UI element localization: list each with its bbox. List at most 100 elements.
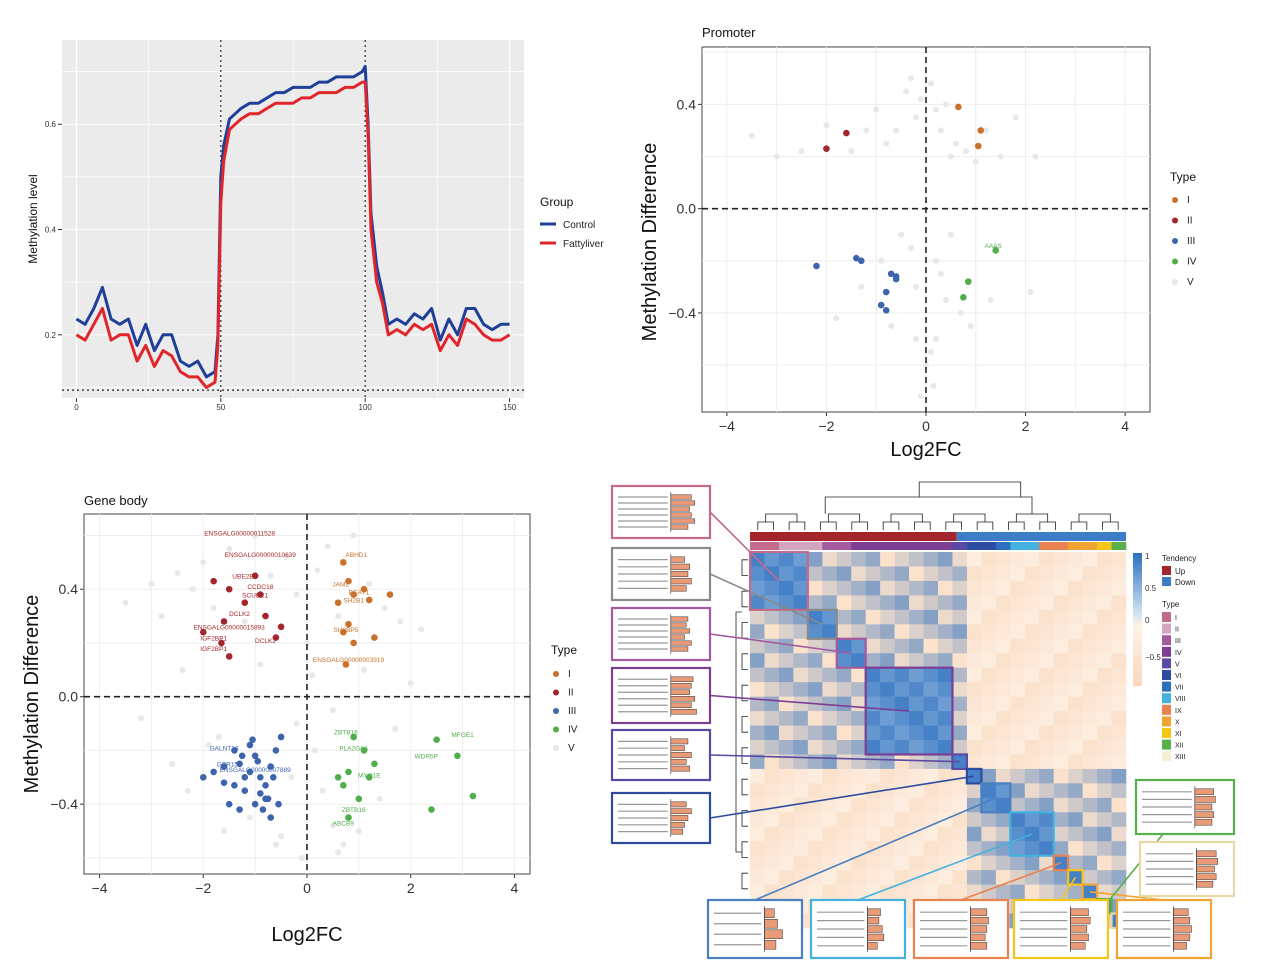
heatmap-cell [938, 740, 953, 755]
heatmap-cell [894, 595, 910, 611]
data-point-type-v [967, 322, 974, 329]
heatmap-cell [1111, 552, 1127, 567]
heatmap-cell [1068, 667, 1083, 683]
heatmap-cell [1068, 783, 1083, 799]
enrichment-inset-iii [610, 606, 712, 662]
type-annotation-cell [865, 542, 881, 550]
heatmap-cell [880, 696, 895, 712]
connector-line-x [1060, 876, 1077, 901]
data-point-type-ii [225, 653, 233, 660]
data-point-type-iii [257, 790, 264, 797]
data-point-type-iii [231, 782, 238, 789]
type-label-vi: VI [1175, 673, 1182, 680]
data-point-type-v [913, 336, 920, 342]
data-point-type-iii [236, 760, 243, 768]
heatmap-cell [865, 855, 881, 871]
heatmap-cell [836, 566, 852, 582]
data-point-type-i [345, 620, 352, 628]
heatmap-cell [793, 826, 809, 842]
type-annotation-cell [1111, 542, 1127, 550]
inset-bar [670, 616, 689, 622]
data-point-type-v [918, 393, 925, 400]
heatmap-cell [952, 768, 968, 784]
inset-bar [670, 646, 689, 652]
heatmap-cell [1053, 841, 1069, 856]
inset-bar [970, 916, 989, 925]
heatmap-cell [880, 783, 895, 799]
type-annotation-cell [894, 542, 910, 550]
inset-frame [706, 898, 804, 960]
data-point-type-ii [272, 634, 280, 641]
heatmap-cell [938, 682, 953, 697]
data-point-type-v [293, 591, 300, 598]
legend-label-type-i: I [1187, 195, 1190, 206]
data-point-type-v [883, 140, 890, 147]
heatmap-cell [750, 768, 765, 784]
dendrogram-branch [741, 778, 748, 796]
heatmap-cell [981, 870, 997, 885]
dendrogram-branch [741, 684, 748, 702]
heatmap-cell [1039, 870, 1054, 885]
heatmap-cell [923, 595, 939, 611]
data-point-type-ii [210, 577, 217, 585]
heatmap-cell [793, 870, 809, 885]
data-point-type-v [169, 760, 176, 767]
scale-tick-label: −0.5 [1145, 653, 1161, 662]
heatmap-cell [952, 812, 968, 828]
data-point-type-v [272, 841, 279, 848]
heatmap-cell [778, 552, 794, 567]
tendency-bar-down [956, 532, 1126, 541]
heatmap-cell [822, 595, 838, 611]
heatmap-cell [865, 682, 881, 697]
heatmap-cell [966, 609, 982, 625]
legend: Group Control Fattyliver [540, 195, 604, 250]
dendrogram-branch [741, 716, 748, 733]
heatmap-cell [807, 812, 823, 828]
heatmap-cell [1097, 667, 1112, 683]
heatmap-cell [1082, 768, 1098, 784]
enrichment-inset-iv [610, 666, 712, 725]
point-label: BCAT1 [349, 590, 370, 597]
inset-bar [764, 940, 777, 950]
data-point-type-v [932, 257, 939, 264]
data-point-type-i [340, 628, 347, 636]
heatmap-cell [952, 595, 968, 611]
y-axis: −0.4 0.0 0.4 [50, 581, 84, 812]
inset-bar [670, 696, 696, 702]
heatmap-cell [822, 870, 838, 885]
heatmap-cell [1082, 725, 1098, 741]
heatmap-cell [995, 884, 1011, 900]
heatmap-cell [880, 740, 895, 755]
heatmap-cell [764, 812, 780, 828]
type-annotation-cell [1024, 542, 1040, 550]
heatmap-cell [750, 783, 765, 799]
heatmap-cell [923, 768, 939, 784]
heatmap-cell [778, 783, 794, 799]
heatmap-cell [851, 740, 866, 755]
data-point-type-i [977, 127, 985, 134]
type-label-ix: IX [1175, 708, 1182, 715]
reference-lines [62, 40, 524, 398]
heatmap-cell [981, 624, 997, 640]
heatmap-cell [981, 667, 997, 683]
heatmap-cell [894, 667, 910, 683]
heatmap-cell [1039, 580, 1054, 596]
point-label: ENSGALG00000010639 [225, 552, 297, 559]
heatmap-cell [1053, 566, 1069, 582]
inset-frame [610, 484, 712, 540]
heatmap-cell [995, 740, 1011, 755]
data-point-type-iv [433, 736, 440, 743]
data-point-type-i [371, 634, 378, 641]
x-axis: −4 −2 0 2 4 [92, 874, 519, 896]
connector-line-xi [1089, 891, 1165, 901]
type-annotation-cell [1082, 542, 1098, 550]
heatmap-cell [822, 624, 838, 640]
heatmap-cell [1053, 711, 1069, 726]
data-point-type-i [334, 599, 342, 606]
heatmap-cell [909, 711, 924, 726]
heatmap-cell [952, 826, 968, 842]
data-point-type-v [873, 106, 880, 113]
heatmap-cell [807, 711, 823, 726]
data-point-type-iii [264, 795, 272, 803]
data-point-type-i [974, 142, 982, 150]
